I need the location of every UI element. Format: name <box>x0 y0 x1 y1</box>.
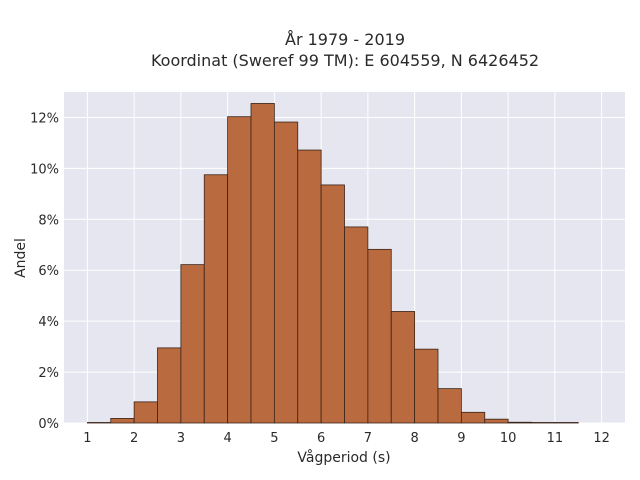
y-tick-label: 6% <box>38 264 59 279</box>
histogram-bar <box>414 348 439 424</box>
y-tick-label: 2% <box>38 366 59 381</box>
histogram-bar <box>86 422 112 424</box>
bars-layer <box>86 103 579 424</box>
histogram-bar <box>484 418 509 424</box>
histogram-bar <box>460 411 486 424</box>
histogram-bar <box>367 248 392 424</box>
x-tick-label: 2 <box>130 431 138 446</box>
y-tick-label: 8% <box>38 213 59 228</box>
x-tick-label: 6 <box>317 431 325 446</box>
histogram-bar <box>531 422 556 424</box>
x-tick-label: 11 <box>547 431 564 446</box>
x-tick-label: 3 <box>177 431 185 446</box>
histogram-bar <box>250 103 275 424</box>
y-tick-label: 12% <box>30 111 59 126</box>
histogram-bar <box>507 421 532 424</box>
x-tick-label: 1 <box>83 431 91 446</box>
y-tick-labels: 0% 2% 4% 6% 8% 10% 12% <box>30 111 59 432</box>
x-tick-label: 10 <box>500 431 517 446</box>
histogram-bar <box>133 401 158 424</box>
x-tick-label: 4 <box>223 431 231 446</box>
chart-title-line-1: År 1979 - 2019 <box>285 30 405 49</box>
x-tick-label: 12 <box>593 431 610 446</box>
histogram-bar <box>273 121 299 424</box>
y-tick-label: 4% <box>38 315 59 330</box>
histogram-bar <box>390 311 416 424</box>
histogram-bar <box>110 418 135 424</box>
histogram-bar <box>227 116 252 424</box>
x-axis-label: Vågperiod (s) <box>297 449 390 466</box>
histogram-bar <box>320 184 345 424</box>
chart-title-line-2: Koordinat (Sweref 99 TM): E 604559, N 64… <box>151 51 539 70</box>
histogram-bar <box>157 347 182 424</box>
y-axis-label: Andel <box>13 238 29 278</box>
histogram-bar <box>437 388 462 424</box>
x-tick-label: 9 <box>457 431 465 446</box>
histogram-bar <box>203 174 229 424</box>
histogram-bar <box>344 226 369 424</box>
histogram-bar <box>554 422 579 424</box>
histogram-bar <box>180 264 205 424</box>
x-tick-label: 7 <box>364 431 372 446</box>
x-tick-labels: 1 2 3 4 5 6 7 8 9 10 11 12 <box>83 431 610 446</box>
x-tick-label: 8 <box>410 431 418 446</box>
y-tick-label: 10% <box>30 162 59 177</box>
x-tick-label: 5 <box>270 431 278 446</box>
y-tick-label: 0% <box>38 417 59 432</box>
histogram-bar <box>297 149 322 424</box>
